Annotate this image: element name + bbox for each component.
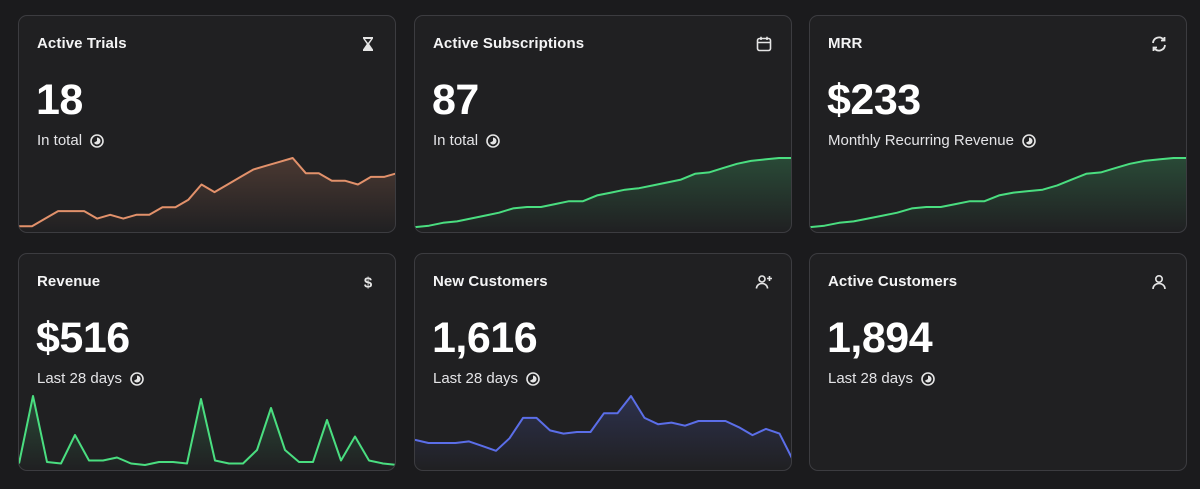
card-subtitle-row: Last 28 days (37, 370, 144, 387)
card-value: 18 (36, 76, 83, 124)
card-title: Active Customers (828, 273, 958, 290)
card-subtitle: In total (433, 132, 479, 149)
card-subtitle-row: In total (433, 132, 500, 149)
dollar-icon: $ (359, 273, 377, 292)
card-mrr[interactable]: MRR $233 Monthly Recurring Revenue (809, 15, 1187, 233)
sparkline-line (19, 395, 395, 466)
card-subtitle: Monthly Recurring Revenue (828, 132, 1014, 149)
card-title: Active Trials (37, 35, 127, 52)
sparkline-chart (19, 390, 395, 470)
hourglass-icon (359, 35, 377, 53)
info-icon[interactable] (921, 371, 935, 386)
sparkline-line (810, 157, 1186, 229)
info-icon[interactable] (130, 371, 144, 386)
card-active-subscriptions[interactable]: Active Subscriptions 87 In total (414, 15, 792, 233)
card-subtitle-row: Last 28 days (433, 370, 540, 387)
card-new-customers[interactable]: New Customers 1,616 Last 28 days (414, 253, 792, 471)
card-title: Active Subscriptions (433, 35, 585, 52)
user-plus-icon (755, 273, 773, 291)
card-subtitle-row: Monthly Recurring Revenue (828, 132, 1036, 149)
card-value: 1,894 (827, 314, 933, 362)
card-active-customers[interactable]: Active Customers 1,894 Last 28 days (809, 253, 1187, 471)
card-title: Revenue (37, 273, 101, 290)
info-icon[interactable] (486, 133, 500, 148)
info-icon[interactable] (1022, 133, 1036, 148)
card-subtitle-row: Last 28 days (828, 370, 935, 387)
card-revenue[interactable]: Revenue $ $516 Last 28 days (18, 253, 396, 471)
user-icon (1150, 273, 1168, 291)
svg-text:$: $ (364, 275, 373, 292)
card-value: 87 (432, 76, 479, 124)
card-subtitle-row: In total (37, 132, 104, 149)
card-value: 1,616 (432, 314, 538, 362)
sparkline-line (415, 157, 791, 229)
card-subtitle: Last 28 days (433, 370, 519, 387)
sparkline-chart (415, 390, 791, 470)
sparkline-area (19, 396, 395, 470)
refresh-icon (1150, 35, 1168, 53)
sparkline-chart (19, 152, 395, 232)
sparkline-line (19, 157, 395, 228)
card-value: $233 (827, 76, 921, 124)
card-value: $516 (36, 314, 130, 362)
card-subtitle: Last 28 days (828, 370, 914, 387)
info-icon[interactable] (526, 371, 540, 386)
card-subtitle: In total (37, 132, 83, 149)
sparkline-area (810, 158, 1186, 232)
card-title: New Customers (433, 273, 548, 290)
sparkline-area (19, 158, 395, 232)
sparkline-chart (415, 152, 791, 232)
sparkline-chart (810, 152, 1186, 232)
sparkline-line (415, 395, 791, 459)
card-subtitle: Last 28 days (37, 370, 123, 387)
calendar-icon (755, 35, 773, 53)
info-icon[interactable] (90, 133, 104, 148)
card-active-trials[interactable]: Active Trials 18 In total (18, 15, 396, 233)
card-title: MRR (828, 35, 863, 52)
sparkline-area (415, 396, 791, 470)
